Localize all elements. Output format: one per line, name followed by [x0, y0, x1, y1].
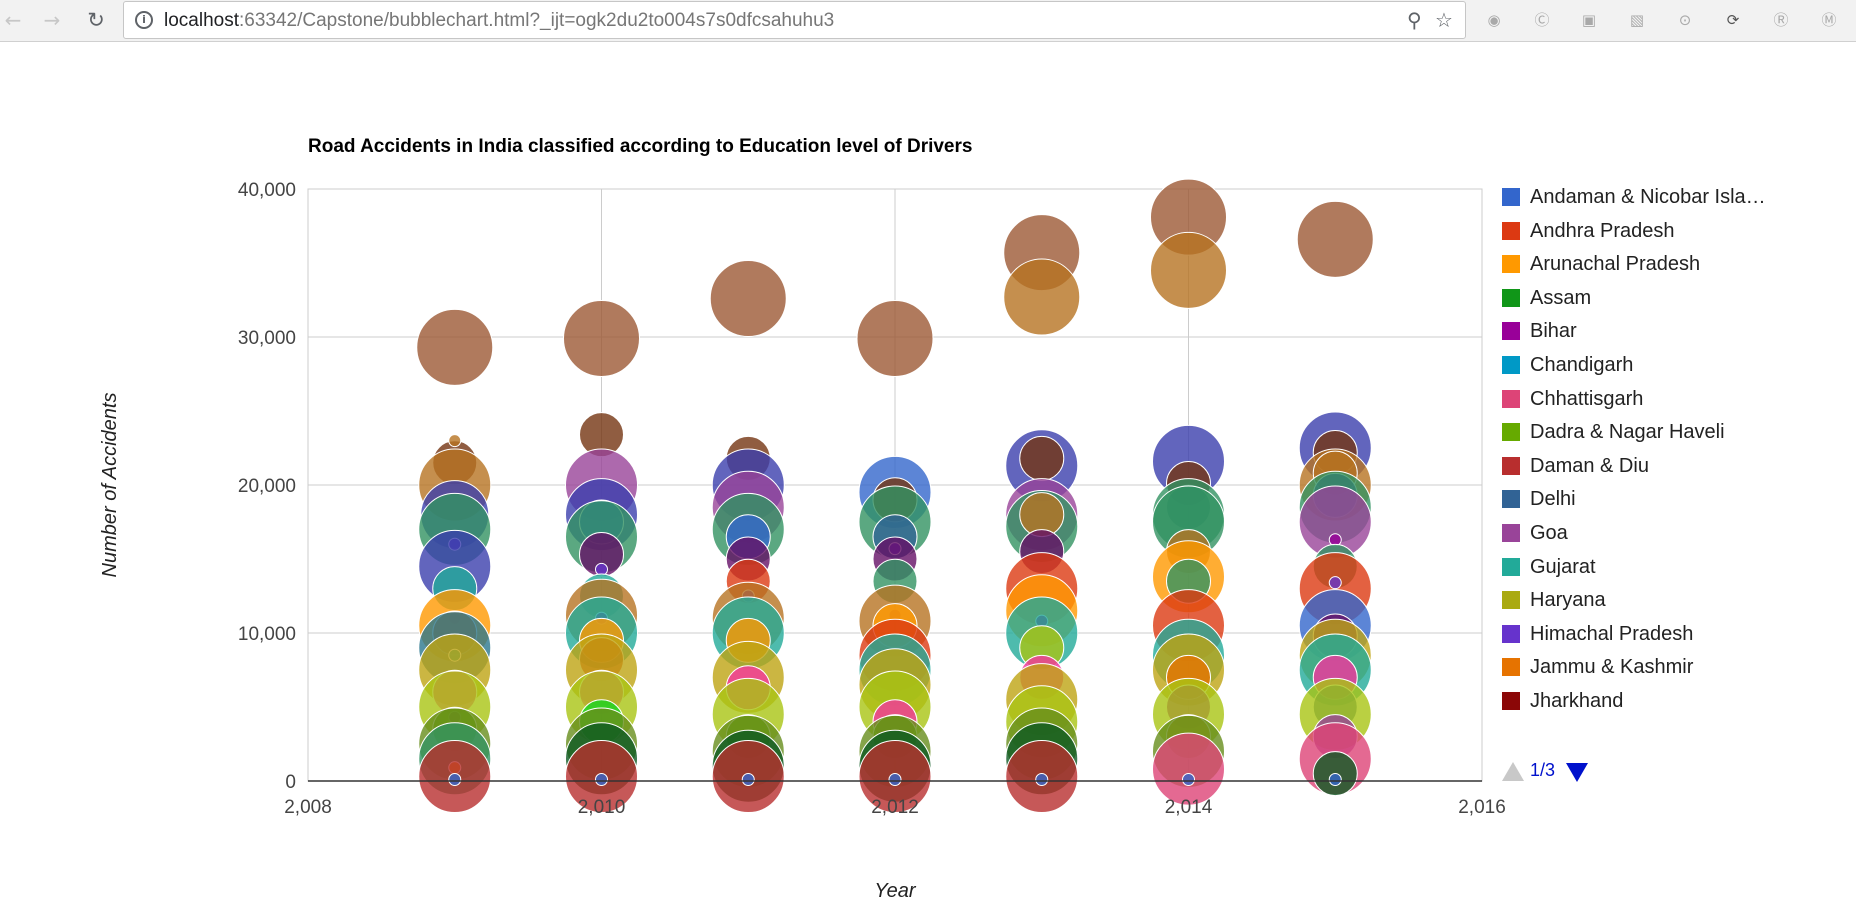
y-axis-title: Number of Accidents [99, 393, 121, 578]
legend-swatch [1502, 456, 1520, 475]
extension-pdf-icon[interactable]: ▧ [1629, 11, 1645, 29]
extension-v-icon[interactable]: Ⓒ [1534, 11, 1550, 29]
reload-icon[interactable]: ↻ [87, 8, 105, 32]
bubble[interactable] [448, 773, 462, 787]
bubble[interactable] [1182, 773, 1195, 787]
extension-code-icon[interactable]: ⊙ [1678, 11, 1692, 29]
url-text[interactable]: localhost:63342/Capstone/bubblechart.htm… [164, 10, 834, 32]
address-bar[interactable]: i localhost:63342/Capstone/bubblechart.h… [123, 1, 1466, 39]
legend-page-indicator: 1/3 [1530, 760, 1556, 780]
bubble[interactable] [563, 299, 640, 377]
legend-swatch [1502, 389, 1520, 408]
x-tick-label: 2,016 [1458, 797, 1506, 818]
legend-swatch [1502, 692, 1520, 710]
url-path: :63342/Capstone/bubblechart.html?_ijt=og… [239, 10, 835, 31]
legend-swatch [1502, 423, 1520, 442]
legend-label: Assam [1530, 286, 1592, 309]
y-tick-label: 10,000 [238, 624, 296, 645]
url-host: localhost [164, 10, 239, 31]
legend-label: Jammu & Kashmir [1530, 656, 1694, 679]
legend-label: Dadra & Nagar Haveli [1530, 421, 1725, 444]
legend-label: Goa [1530, 522, 1568, 544]
zoom-icon[interactable]: ⚲ [1407, 8, 1422, 32]
extension-skype-icon[interactable]: Ⓡ [1773, 11, 1789, 29]
y-tick-label: 30,000 [238, 328, 296, 349]
extension-lock-icon[interactable]: ▣ [1581, 11, 1597, 29]
y-tick-label: 0 [285, 772, 296, 793]
legend-label: Andaman & Nicobar Isla… [1530, 186, 1766, 208]
bubble[interactable] [416, 308, 494, 386]
extension-sync-icon[interactable]: ⟳ [1726, 11, 1740, 29]
legend-swatch [1502, 322, 1520, 341]
legend-swatch [1502, 658, 1520, 677]
bubble[interactable] [1003, 258, 1081, 336]
bubble[interactable] [856, 299, 934, 377]
legend-swatch [1502, 255, 1520, 274]
back-arrow-icon[interactable]: ← [4, 8, 22, 32]
x-tick-label: 2,014 [1165, 797, 1213, 818]
x-tick-label: 2,010 [578, 797, 626, 818]
legend-label: Gujarat [1530, 555, 1596, 578]
legend-swatch [1502, 591, 1520, 610]
legend-label: Haryana [1530, 589, 1606, 612]
legend-swatch [1502, 221, 1520, 240]
legend-swatch [1502, 490, 1520, 509]
legend-label: Arunachal Pradesh [1530, 253, 1701, 276]
legend-next-page-icon[interactable] [1566, 763, 1588, 782]
legend-swatch [1502, 356, 1520, 374]
legend-swatch [1502, 624, 1520, 643]
bubble[interactable] [1019, 435, 1065, 481]
bubble[interactable] [1328, 576, 1342, 590]
legend-label: Andhra Pradesh [1530, 219, 1675, 242]
legend-swatch [1502, 288, 1520, 307]
legend-swatch [1502, 557, 1520, 576]
bubble[interactable] [709, 260, 787, 338]
legend-label: Delhi [1530, 488, 1576, 511]
extension-eye-icon[interactable]: ◉ [1487, 11, 1501, 29]
bubble[interactable] [448, 434, 462, 448]
legend-swatch [1502, 188, 1520, 206]
extension-g-icon[interactable]: Ⓜ [1821, 11, 1837, 29]
bubble[interactable] [1328, 773, 1342, 787]
axes: 0 10,000 20,000 30,000 40,000 2,008 2,010 2,012… [99, 180, 1506, 902]
bubble[interactable] [741, 773, 755, 787]
legend-label: Bihar [1530, 320, 1577, 343]
legend-label: Jharkhand [1530, 690, 1624, 712]
info-icon[interactable]: i [135, 11, 153, 29]
legend-label: Chhattisgarh [1530, 387, 1644, 410]
forward-arrow-icon[interactable]: → [43, 8, 61, 32]
bubble[interactable] [1152, 732, 1225, 806]
legend-label: Daman & Diu [1530, 454, 1649, 477]
bookmark-star-icon[interactable]: ☆ [1435, 8, 1453, 32]
y-tick-label: 40,000 [238, 180, 296, 201]
x-tick-label: 2,012 [871, 797, 919, 818]
x-tick-label: 2,008 [284, 797, 332, 818]
bubble[interactable] [1035, 773, 1049, 787]
legend-label: Chandigarh [1530, 354, 1634, 376]
bubbles [416, 178, 1374, 814]
bubble[interactable] [1296, 200, 1374, 278]
legend-swatch [1502, 524, 1520, 542]
x-axis-title: Year [874, 880, 916, 902]
bubble[interactable] [595, 773, 608, 787]
chart-title: Road Accidents in India classified accor… [308, 136, 973, 157]
legend-label: Himachal Pradesh [1530, 622, 1694, 645]
browser-toolbar: ← → ↻ i localhost:63342/Capstone/bubblec… [0, 0, 1856, 42]
legend-prev-page-icon[interactable] [1502, 762, 1524, 781]
bubble[interactable] [1150, 231, 1227, 309]
bubble[interactable] [888, 773, 902, 787]
y-tick-label: 20,000 [238, 476, 296, 497]
